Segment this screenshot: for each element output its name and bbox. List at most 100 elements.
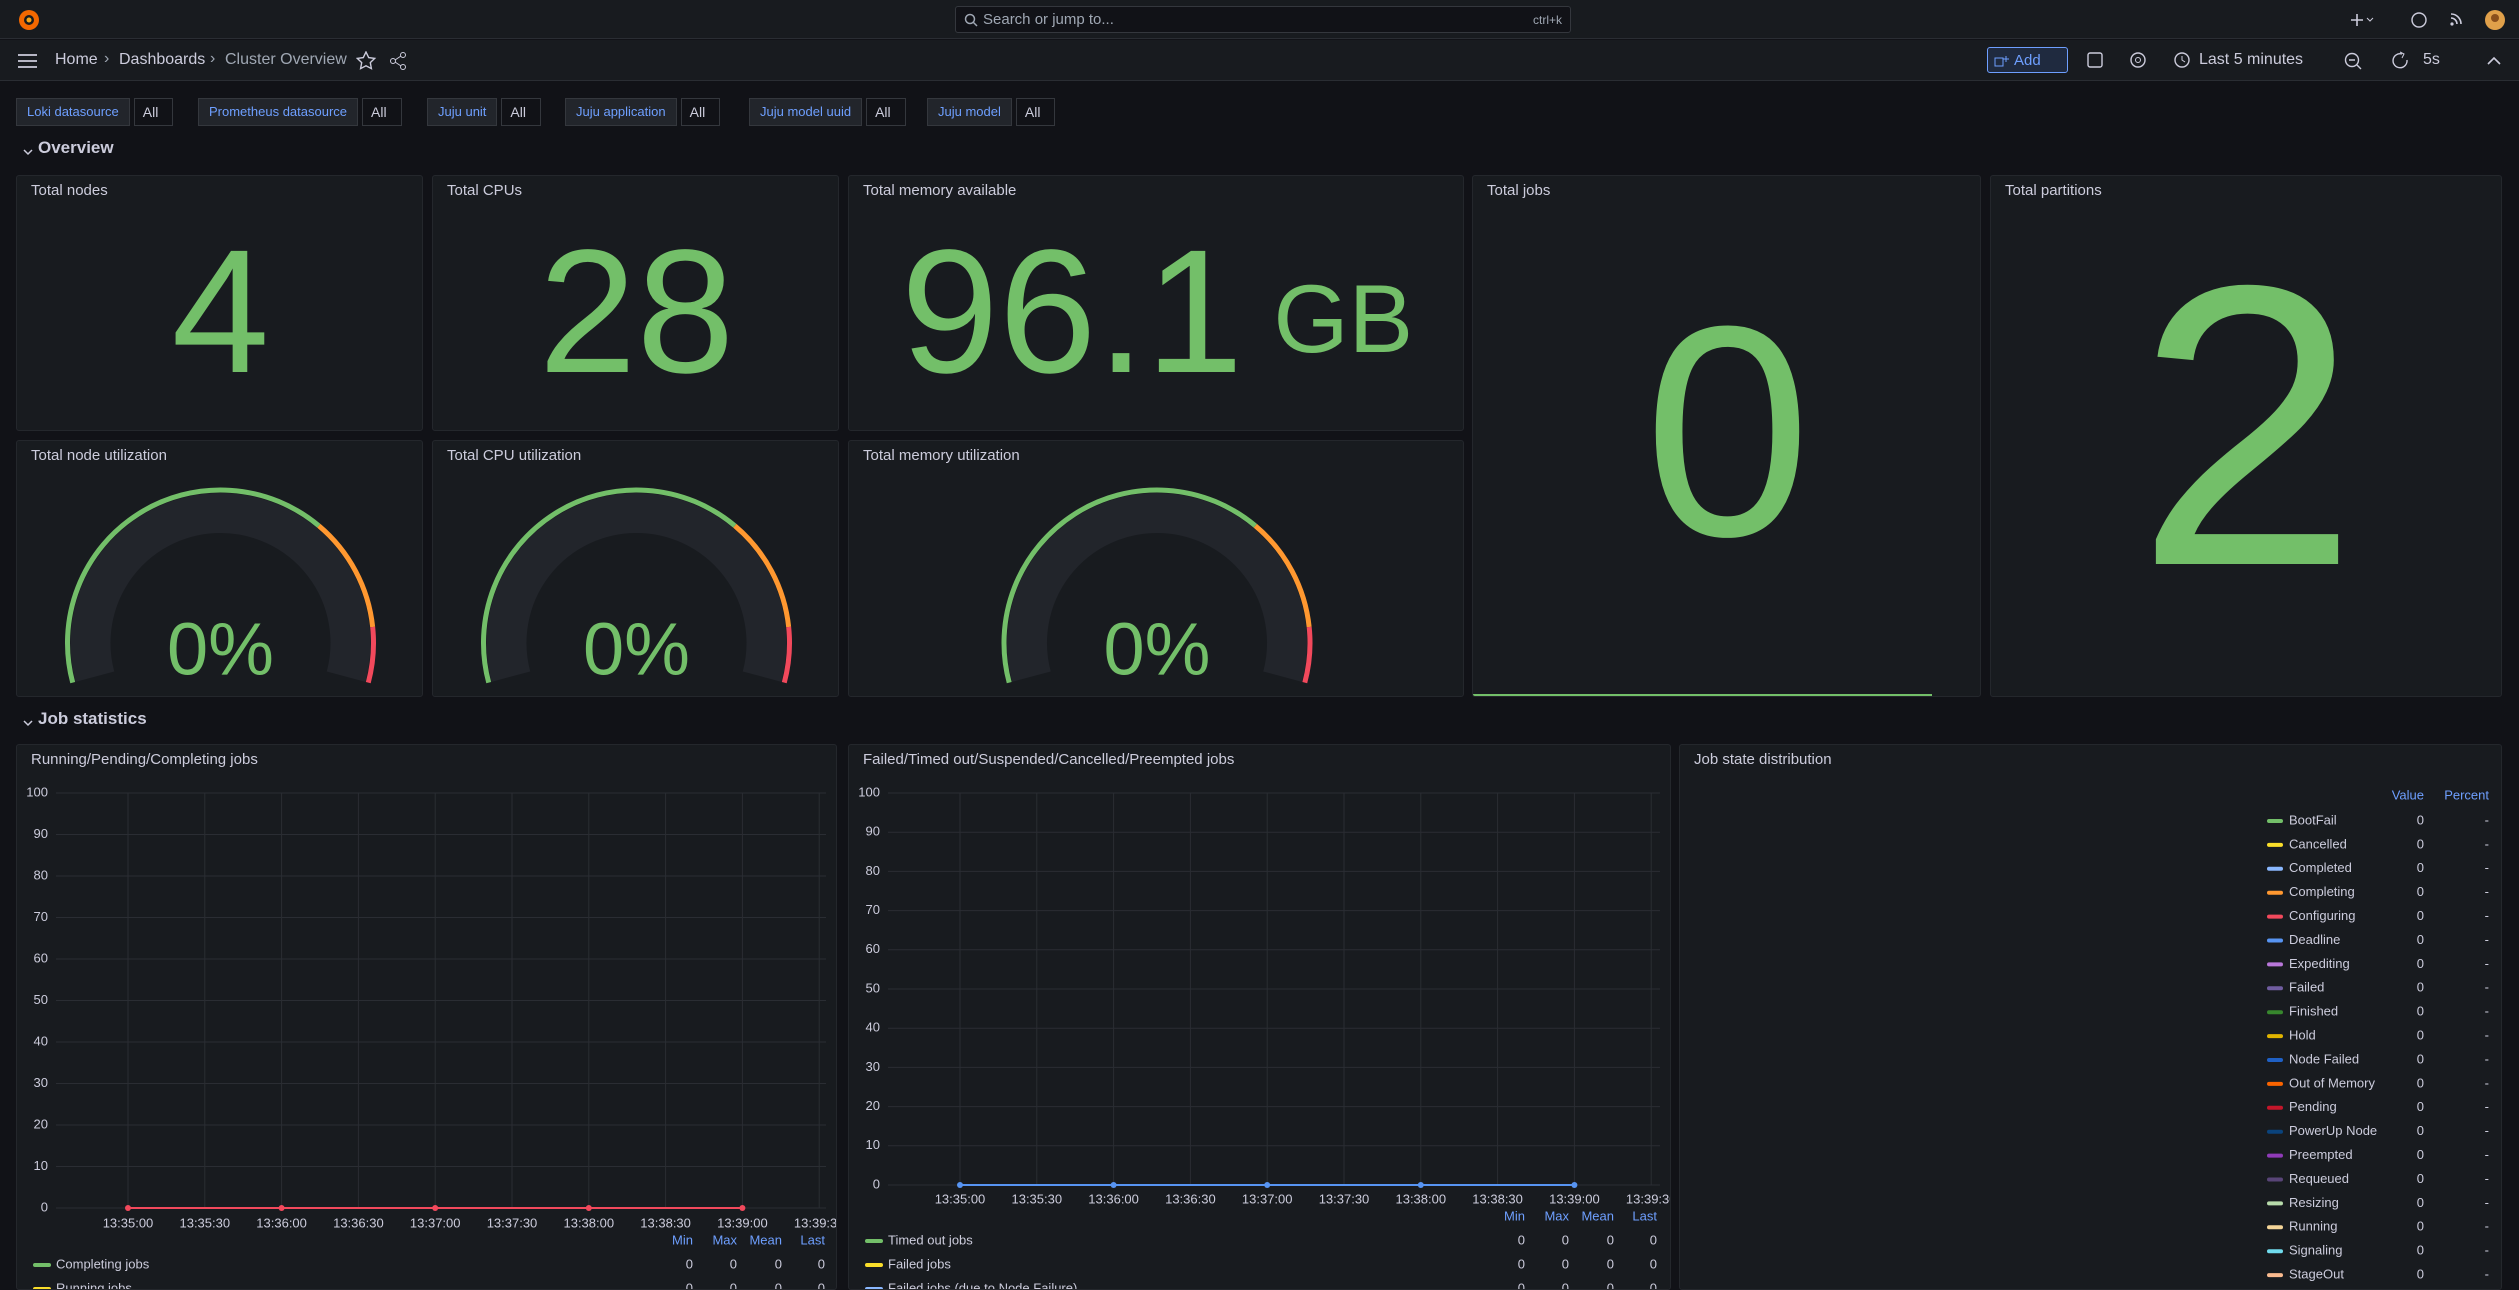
legend-percent: -: [2485, 1028, 2489, 1043]
variable[interactable]: Loki datasourceAll: [16, 98, 173, 126]
panel-canvas: 4: [17, 176, 423, 431]
variable[interactable]: Juju model uuidAll: [749, 98, 906, 126]
x-tick-label: 13:38:30: [1472, 1191, 1523, 1206]
panel: Failed/Timed out/Suspended/Cancelled/Pre…: [848, 744, 1671, 1290]
panel-canvas: 010203040506070809010013:35:0013:35:3013…: [849, 745, 1671, 1290]
search-placeholder: Search or jump to...: [983, 11, 1114, 28]
legend-name: Preempted: [2289, 1147, 2353, 1162]
variable-value[interactable]: All: [501, 98, 541, 126]
menu-icon[interactable]: [17, 52, 39, 70]
legend-header: Value: [2392, 787, 2424, 802]
separator: ›: [210, 50, 215, 68]
search-icon: [964, 13, 978, 27]
legend-value: 0: [1518, 1256, 1525, 1271]
legend-value: 0: [2417, 1147, 2424, 1162]
legend-percent: -: [2485, 1195, 2489, 1210]
search-box[interactable]: Search or jump to... ctrl+k: [955, 6, 1571, 33]
grafana-logo[interactable]: [16, 7, 42, 33]
collapse-icon[interactable]: [2484, 52, 2504, 70]
legend-percent: -: [2485, 860, 2489, 875]
y-tick-label: 20: [34, 1116, 48, 1131]
legend-value: 0: [2417, 812, 2424, 827]
y-tick-label: 30: [866, 1059, 880, 1074]
legend-name: Hold: [2289, 1028, 2316, 1043]
row-header[interactable]: Overview: [38, 138, 114, 158]
legend-header: Min: [672, 1232, 693, 1247]
variable[interactable]: Juju modelAll: [927, 98, 1055, 126]
variable-value[interactable]: All: [681, 98, 721, 126]
legend-header: Percent: [2444, 787, 2489, 802]
legend-value: 0: [1562, 1232, 1569, 1247]
legend-name: Failed: [2289, 980, 2324, 995]
variable-label: Loki datasource: [16, 98, 130, 126]
variable-value[interactable]: All: [866, 98, 906, 126]
stat-number: 28: [539, 214, 735, 410]
variable[interactable]: Juju applicationAll: [565, 98, 720, 126]
legend-header: Min: [1504, 1208, 1525, 1223]
row-header[interactable]: Job statistics: [38, 709, 147, 729]
stat-number: 2: [2136, 202, 2358, 649]
star-share-icons[interactable]: [356, 51, 410, 71]
y-tick-label: 70: [866, 902, 880, 917]
refresh-interval[interactable]: 5s: [2423, 51, 2440, 69]
variable-value[interactable]: All: [362, 98, 402, 126]
legend-percent: -: [2485, 1099, 2489, 1114]
panel-canvas: 010203040506070809010013:35:0013:35:3013…: [17, 745, 837, 1290]
legend-value: 0: [2417, 1219, 2424, 1234]
y-tick-label: 90: [34, 826, 48, 841]
legend-header: Max: [712, 1232, 737, 1247]
variable-value[interactable]: All: [134, 98, 174, 126]
add-button[interactable]: Add: [1987, 47, 2068, 73]
legend-percent: -: [2485, 812, 2489, 827]
legend-name: Running: [2289, 1219, 2337, 1234]
variable-value[interactable]: All: [1016, 98, 1056, 126]
stat-unit: GB: [1273, 264, 1413, 373]
legend-value: 0: [730, 1256, 737, 1271]
panel: Total memory utilization0%: [848, 440, 1464, 697]
variable[interactable]: Juju unitAll: [427, 98, 541, 126]
panel: Total nodes4: [16, 175, 423, 431]
legend-value: 0: [730, 1280, 737, 1290]
legend-percent: -: [2485, 1267, 2489, 1282]
legend-name: Failed jobs (due to Node Failure): [888, 1280, 1077, 1290]
zoom-refresh-icons[interactable]: [2340, 50, 2420, 72]
legend-percent: -: [2485, 1219, 2489, 1234]
legend-name: Failed jobs: [888, 1256, 951, 1271]
legend-percent: -: [2485, 1075, 2489, 1090]
row-chevron: [22, 146, 34, 158]
legend-value: 0: [2417, 908, 2424, 923]
legend-name: Running jobs: [56, 1280, 132, 1290]
breadcrumb[interactable]: Dashboards: [119, 51, 205, 69]
y-tick-label: 90: [866, 824, 880, 839]
x-tick-label: 13:36:00: [256, 1215, 307, 1230]
series-point: [1571, 1182, 1577, 1188]
stat-number: 0: [1644, 263, 1811, 599]
legend-value: 0: [1650, 1280, 1657, 1290]
gauge-value: 0%: [167, 608, 274, 691]
legend-percent: -: [2485, 980, 2489, 995]
variable-label: Juju application: [565, 98, 677, 126]
variable-label: Juju unit: [427, 98, 497, 126]
legend-value: 0: [818, 1256, 825, 1271]
variable[interactable]: Prometheus datasourceAll: [198, 98, 402, 126]
stat-value: 28: [539, 214, 735, 410]
legend-percent: -: [2485, 1123, 2489, 1138]
legend-value: 0: [2417, 860, 2424, 875]
legend-value: 0: [2417, 1028, 2424, 1043]
y-tick-label: 60: [866, 941, 880, 956]
legend-name: Resizing: [2289, 1195, 2339, 1210]
series-point: [279, 1205, 285, 1211]
variable-label: Juju model: [927, 98, 1012, 126]
time-range[interactable]: Last 5 minutes: [2199, 51, 2303, 69]
top-icons[interactable]: [2345, 10, 2515, 30]
legend-value: 0: [1607, 1256, 1614, 1271]
legend-name: Timed out jobs: [888, 1232, 973, 1247]
breadcrumb[interactable]: Home: [55, 51, 98, 69]
panel-canvas: 0%: [17, 441, 423, 697]
legend-value: 0: [2417, 1123, 2424, 1138]
legend-percent: -: [2485, 1051, 2489, 1066]
toolbar-icons[interactable]: [2085, 50, 2205, 72]
panel: Running/Pending/Completing jobs010203040…: [16, 744, 837, 1290]
legend-name: Completing: [2289, 884, 2355, 899]
x-tick-label: 13:39:00: [717, 1215, 768, 1230]
